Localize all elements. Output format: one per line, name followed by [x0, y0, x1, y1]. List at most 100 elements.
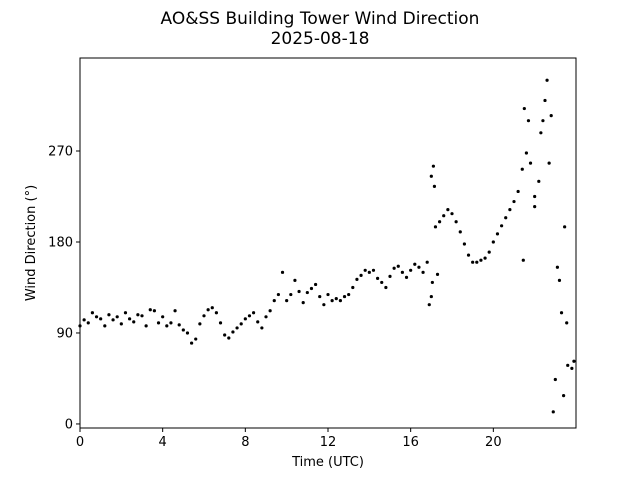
data-point — [541, 119, 545, 123]
data-point — [404, 275, 409, 279]
data-point — [227, 336, 231, 340]
data-point — [297, 289, 301, 294]
data-point — [563, 225, 567, 229]
data-point — [438, 220, 442, 224]
data-point — [450, 212, 454, 216]
data-point — [425, 260, 429, 264]
data-point — [475, 260, 479, 264]
data-point — [384, 285, 388, 290]
data-point — [218, 321, 223, 325]
data-point — [520, 167, 524, 171]
data-point — [388, 274, 392, 278]
data-point — [522, 106, 526, 111]
data-point — [376, 276, 380, 280]
data-point — [508, 208, 512, 212]
data-point — [363, 268, 367, 272]
data-point — [442, 214, 446, 218]
y-axis-label: Wind Direction (°) — [24, 185, 39, 301]
data-point — [427, 303, 431, 307]
data-point — [268, 309, 272, 313]
data-point — [156, 321, 161, 325]
data-point — [280, 270, 285, 274]
x-tick-label: 4 — [159, 435, 167, 450]
data-point — [318, 294, 322, 299]
data-point — [181, 328, 185, 332]
data-point — [359, 273, 363, 277]
data-point — [458, 230, 462, 234]
data-point — [435, 272, 440, 276]
data-point — [338, 299, 342, 303]
axis-ticks: 0 4 8 12 16 20 0 90 180 270 — [48, 145, 501, 450]
data-point — [432, 184, 437, 188]
data-point — [148, 308, 152, 312]
data-point — [487, 250, 491, 254]
data-point — [86, 321, 90, 325]
data-point — [177, 323, 181, 327]
data-point — [566, 363, 570, 367]
data-point — [526, 119, 531, 123]
data-point — [132, 320, 136, 324]
data-point — [551, 410, 555, 414]
data-point — [243, 317, 247, 321]
data-point — [392, 266, 396, 270]
data-point — [194, 337, 198, 341]
data-point — [144, 324, 148, 328]
x-tick-label: 0 — [76, 435, 84, 450]
x-axis-label: Time (UTC) — [291, 455, 364, 470]
data-point — [547, 161, 551, 165]
data-point — [417, 265, 421, 269]
data-point — [235, 326, 239, 330]
data-point — [161, 315, 165, 319]
data-point — [371, 268, 376, 272]
data-point — [169, 321, 173, 325]
data-point — [557, 278, 562, 282]
x-tick-label: 20 — [485, 435, 502, 450]
data-point — [431, 164, 435, 168]
y-tick-label: 270 — [48, 145, 73, 160]
y-tick-label: 0 — [65, 417, 73, 432]
data-point — [301, 301, 305, 305]
data-point — [479, 258, 483, 262]
data-point — [202, 314, 206, 318]
data-point — [103, 324, 107, 328]
data-point — [380, 280, 384, 285]
data-point — [198, 322, 202, 326]
data-point — [570, 366, 574, 370]
data-point — [140, 314, 144, 318]
data-point — [111, 318, 115, 322]
data-point — [549, 114, 553, 118]
data-point — [347, 292, 351, 297]
data-point — [264, 315, 268, 319]
data-point — [107, 313, 111, 317]
data-point — [314, 282, 318, 287]
y-tick-label: 90 — [56, 326, 73, 341]
data-point — [516, 189, 520, 194]
data-point — [128, 317, 132, 321]
data-point — [429, 294, 433, 299]
data-point — [533, 205, 537, 209]
data-point — [293, 278, 297, 282]
data-point — [247, 314, 252, 318]
data-point — [210, 306, 214, 310]
y-tick-label: 180 — [48, 235, 73, 250]
data-point — [543, 98, 547, 103]
data-point — [433, 225, 438, 229]
data-point — [421, 270, 425, 274]
data-point — [539, 131, 543, 135]
data-point — [90, 311, 94, 315]
x-tick-label: 12 — [320, 435, 337, 450]
data-point — [305, 290, 309, 295]
data-point — [136, 313, 140, 317]
data-point — [185, 331, 190, 335]
data-point — [82, 318, 86, 322]
data-point — [285, 299, 289, 303]
data-point — [214, 311, 218, 315]
data-point — [206, 308, 210, 312]
data-point — [119, 322, 123, 326]
data-point — [466, 253, 471, 257]
data-point — [342, 294, 347, 299]
data-point — [504, 216, 508, 220]
data-point — [309, 286, 314, 291]
data-point — [152, 309, 156, 313]
